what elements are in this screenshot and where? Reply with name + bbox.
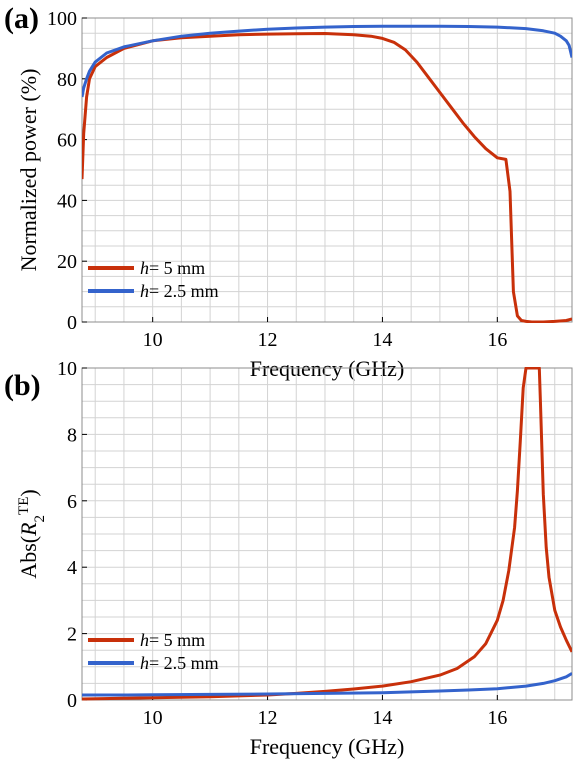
ticks-b: 10 12 14 16 0 2 4 6 8 10: [57, 358, 507, 729]
series-a: [82, 24, 572, 323]
y-axis-title-b-sub: 2: [32, 515, 48, 523]
x-tick-label: 14: [372, 329, 392, 351]
legend-b: h= 5 mm h= 2.5 mm: [88, 630, 219, 673]
y-tick-label: 100: [47, 8, 77, 30]
ticks-a: 10 12 14 16 0 20 40 60 80 100: [47, 8, 507, 351]
y-axis-title-b-prefix: Abs(: [16, 536, 41, 579]
x-tick-label: 14: [372, 707, 392, 729]
y-tick-label: 80: [57, 69, 77, 91]
series-line-1: [82, 24, 572, 98]
panel-label-a: (a): [4, 2, 39, 35]
x-tick-label: 10: [143, 329, 163, 351]
x-tick-label: 12: [258, 707, 278, 729]
y-axis-title-b-var: R: [16, 522, 41, 537]
y-tick-label: 8: [67, 424, 77, 446]
plot-frame-b: [81, 367, 573, 701]
series-line-1: [82, 672, 572, 697]
series-line-0: [82, 32, 572, 323]
x-tick-label: 12: [258, 329, 278, 351]
y-axis-title-b-sup: TE: [16, 497, 32, 515]
y-tick-label: 6: [67, 491, 77, 513]
legend-label-1: h= 2.5 mm: [140, 653, 219, 673]
y-tick-label: 60: [57, 130, 77, 152]
legend-label-0: h= 5 mm: [140, 258, 205, 278]
x-axis-title-b: Frequency (GHz): [250, 734, 405, 759]
y-tick-label: 0: [67, 312, 77, 334]
y-axis-title-b: Abs(R2TE): [16, 489, 48, 578]
y-tick-label: 0: [67, 690, 77, 712]
y-tick-label: 20: [57, 251, 77, 273]
y-tick-label: 10: [57, 358, 77, 380]
y-axis-title-b-suffix: ): [16, 489, 41, 496]
x-tick-label: 16: [487, 707, 507, 729]
panel-b: 10 12 14 16 0 2 4 6 8 10 (b) Frequency (GHz) Abs(…: [4, 358, 573, 759]
y-tick-label: 40: [57, 190, 77, 212]
legend-a: h= 5 mm h= 2.5 mm: [88, 258, 219, 301]
panel-label-b: (b): [4, 369, 41, 402]
y-tick-label: 2: [67, 624, 77, 646]
grid-b: [82, 367, 572, 701]
x-tick-label: 16: [487, 329, 507, 351]
series-b: [82, 367, 572, 701]
legend-label-0: h= 5 mm: [140, 630, 205, 650]
y-axis-title-a: Normalized power (%): [16, 69, 41, 272]
y-tick-label: 4: [67, 557, 77, 579]
legend-label-1: h= 2.5 mm: [140, 281, 219, 301]
x-tick-label: 10: [143, 707, 163, 729]
